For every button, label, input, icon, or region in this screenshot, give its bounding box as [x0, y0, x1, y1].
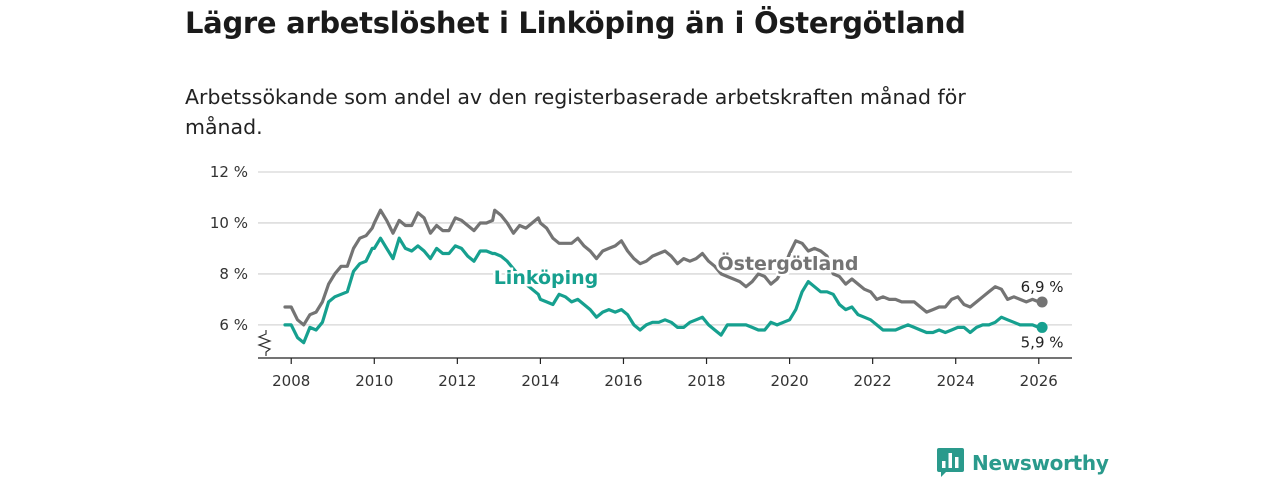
- series-name-label-sterg-tland: Östergötland: [718, 251, 859, 275]
- x-tick-label-2026: 2026: [1020, 372, 1058, 390]
- series-endpoint-link-ping: [1036, 321, 1048, 333]
- series-line-sterg-tland: [283, 208, 1044, 327]
- x-tick-label-2012: 2012: [438, 372, 476, 390]
- chart-subtitle: Arbetssökande som andel av den registerb…: [185, 85, 966, 139]
- x-tick-label-2024: 2024: [937, 372, 975, 390]
- brand-name: Newsworthy: [972, 450, 1109, 475]
- x-tick-label-2018: 2018: [687, 372, 725, 390]
- y-tick-label-6: 6 %: [219, 316, 248, 334]
- newsworthy-logo-icon: [937, 448, 964, 477]
- series-labels: Östergötland 6,9 % Linköping 5,9 %: [491, 249, 1065, 354]
- series-name-label-link-ping: Linköping: [494, 267, 599, 289]
- y-tick-label-10: 10 %: [210, 214, 248, 232]
- y-tick-label-12: 12 %: [210, 163, 248, 181]
- newsworthy-brand: Newsworthy: [937, 448, 1109, 477]
- series-end-value-sterg-tland: 6,9 %: [1021, 278, 1064, 296]
- x-tick-label-2008: 2008: [272, 372, 310, 390]
- y-axis-ticks: 6 % 8 % 10 % 12 %: [210, 163, 248, 334]
- x-axis: [257, 330, 1072, 359]
- axis-break-icon: [257, 330, 272, 356]
- grid-lines: [258, 171, 1072, 326]
- series-endpoint-sterg-tland: [1036, 296, 1048, 308]
- line-chart: 6 %8 %10 %12 % 2008 2010 2012 2014 2016 2018 2…: [210, 163, 1072, 390]
- x-tick-label-2010: 2010: [355, 372, 393, 390]
- series-end-value-link-ping: 5,9 %: [1021, 333, 1064, 351]
- x-tick-label-2014: 2014: [521, 372, 559, 390]
- x-tick-label-2016: 2016: [604, 372, 642, 390]
- series-line-link-ping: [283, 236, 1044, 345]
- chart-title: Lägre arbetslöshet i Linköping än i Öste…: [185, 6, 966, 40]
- series-lines: [283, 208, 1048, 345]
- x-tick-label-2022: 2022: [854, 372, 892, 390]
- x-tick-label-2020: 2020: [770, 372, 808, 390]
- x-axis-ticks: 2008 2010 2012 2014 2016 2018 2020 2022 2024 2026: [272, 358, 1058, 390]
- y-tick-label-8: 8 %: [219, 265, 248, 283]
